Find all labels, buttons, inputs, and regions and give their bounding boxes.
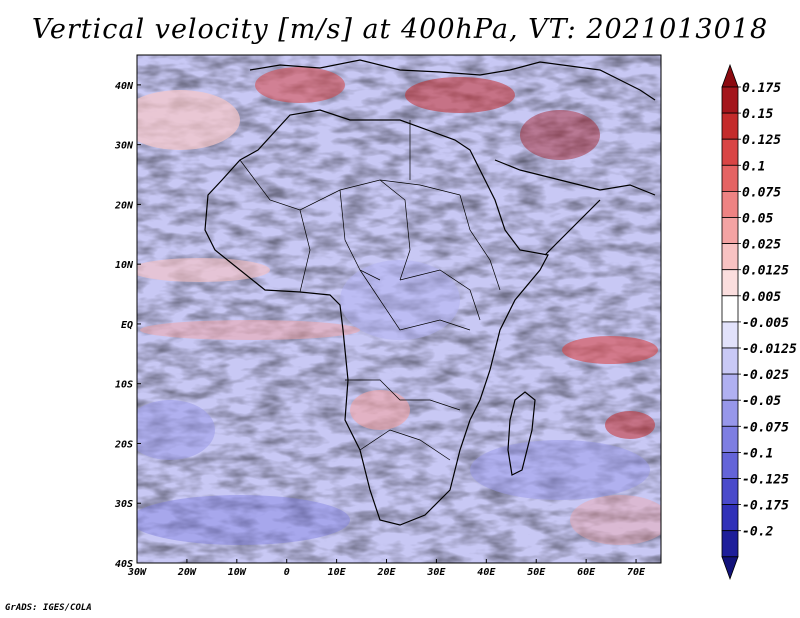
- colorbar-swatch: [721, 504, 739, 532]
- lat-tick-label: 10S: [115, 380, 133, 391]
- colorbar-swatch: [721, 243, 739, 271]
- colorbar-label: -0.025: [742, 368, 789, 383]
- colorbar-swatch: [721, 112, 739, 140]
- colorbar-swatch: [721, 86, 739, 114]
- lon-tick-label: 30W: [127, 567, 147, 578]
- colorbar-label: 0.1: [742, 159, 765, 174]
- colorbar-swatch: [721, 190, 739, 218]
- lon-tick-label: 20W: [177, 567, 197, 578]
- chart-title: Vertical velocity [m/s] at 400hPa, VT: 2…: [31, 14, 769, 45]
- lat-tick-label: 40N: [115, 81, 134, 92]
- velocity-field: [137, 55, 661, 563]
- colorbar-swatch: [721, 478, 739, 506]
- lat-tick-label: 20N: [114, 200, 134, 211]
- map-frame: [136, 54, 662, 564]
- country-borders: [239, 120, 501, 461]
- lat-tick-label: EQ: [121, 320, 133, 331]
- lat-tick-label: 20S: [114, 439, 133, 450]
- colorbar-swatch: [721, 217, 739, 245]
- lat-tick-label: 30N: [114, 141, 134, 152]
- colorbar-label: -0.0125: [742, 342, 797, 357]
- colorbar-label: 0.05: [742, 212, 773, 227]
- colorbar-label: -0.175: [742, 499, 789, 514]
- colorbar-label: -0.1: [742, 446, 773, 461]
- colorbar-swatch: [721, 373, 739, 401]
- colorbar-swatch: [721, 269, 739, 297]
- lon-tick-label: 60E: [577, 567, 596, 578]
- lon-tick-label: 10W: [228, 567, 247, 578]
- colorbar-label: 0.0125: [742, 264, 789, 279]
- colorbar-label: 0.175: [742, 81, 781, 96]
- colorbar-swatch: [721, 321, 739, 349]
- colorbar-swatch: [721, 425, 739, 453]
- lon-tick-label: 40E: [477, 567, 496, 578]
- colorbar-label: 0.025: [742, 238, 781, 253]
- colorbar-swatch: [721, 451, 739, 479]
- colorbar-label: 0.075: [742, 185, 781, 200]
- latitude-ticks: 40N 30N 20N 10N EQ 10S 20S 30S 40S: [114, 81, 141, 570]
- lat-tick-label: 10N: [115, 260, 134, 271]
- colorbar-label: -0.075: [742, 420, 789, 435]
- coastline: [204, 59, 656, 526]
- colorbar-label: 0.125: [742, 133, 781, 148]
- colorbar-swatch: [721, 530, 739, 558]
- colorbar-label: -0.125: [742, 473, 789, 488]
- lon-tick-label: 70E: [627, 567, 646, 578]
- lon-tick-label: 20E: [376, 567, 396, 578]
- colorbar-swatch: [721, 347, 739, 375]
- colorbar-swatch: [721, 164, 739, 192]
- colorbar-label: 0.005: [742, 290, 781, 305]
- colorbar-top-arrow: [721, 63, 739, 88]
- lat-tick-label: 40S: [115, 559, 133, 570]
- colorbar-label: -0.2: [742, 525, 773, 540]
- colorbar-swatch: [721, 295, 739, 323]
- colorbar-label: 0.15: [742, 107, 773, 122]
- colorbar-label: -0.05: [742, 394, 781, 409]
- colorbar-swatch: [721, 399, 739, 427]
- longitude-ticks: 30W 20W 10W 0 10E 20E 30E 40E 50E 60E 70E: [127, 559, 646, 578]
- lon-tick-label: 30E: [426, 567, 446, 578]
- colorbar-label: -0.005: [742, 316, 789, 331]
- lon-tick-label: 0: [284, 567, 290, 578]
- lon-tick-label: 50E: [527, 567, 546, 578]
- colorbar-bottom-arrow: [721, 556, 739, 580]
- lon-tick-label: 10E: [328, 567, 347, 578]
- colorbar: 0.175 0.15 0.125 0.1 0.075 0.05 0.025 0.0125 0.0…: [721, 63, 797, 580]
- credit-text: GrADS: IGES/COLA: [5, 603, 92, 613]
- colorbar-swatch: [721, 138, 739, 166]
- lat-tick-label: 30S: [114, 499, 133, 510]
